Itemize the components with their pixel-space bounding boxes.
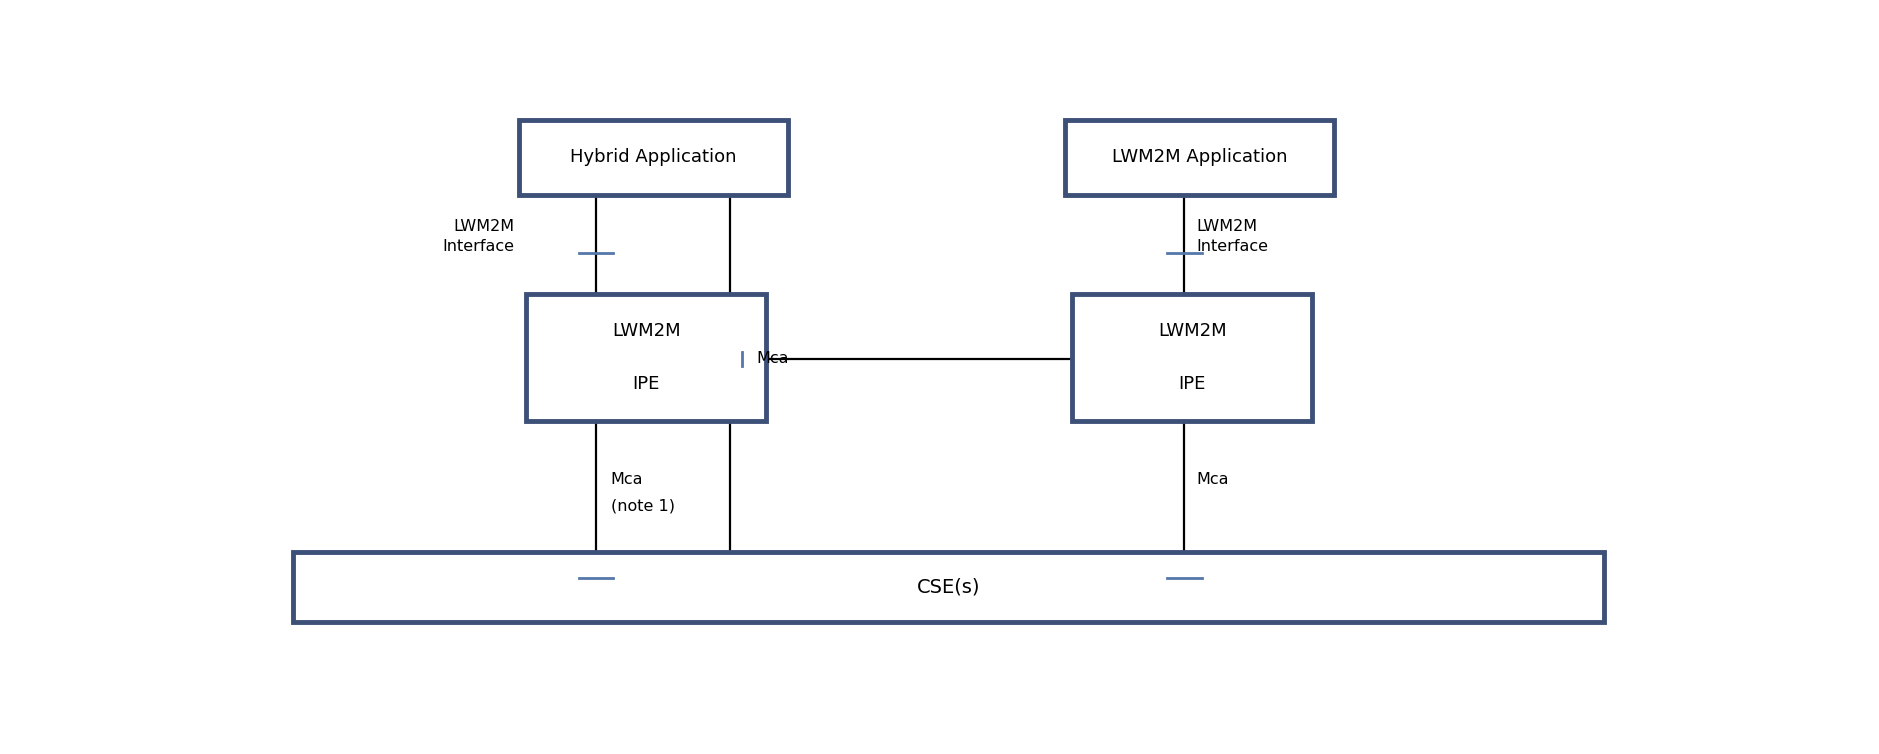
Text: (note 1): (note 1) [611, 498, 675, 513]
Text: CSE(s): CSE(s) [917, 578, 981, 596]
Bar [1073, 294, 1312, 421]
Text: LWM2M
Interface: LWM2M Interface [442, 219, 515, 254]
Bar [519, 120, 789, 195]
Bar [1065, 120, 1334, 195]
Text: LWM2M

IPE: LWM2M IPE [613, 322, 680, 393]
Text: LWM2M
Interface: LWM2M Interface [1197, 219, 1268, 254]
Text: LWM2M

IPE: LWM2M IPE [1157, 322, 1227, 393]
Bar [293, 552, 1605, 622]
Bar [526, 294, 767, 421]
Text: Mca: Mca [755, 351, 789, 366]
Text: Hybrid Application: Hybrid Application [571, 149, 737, 166]
Text: Mca: Mca [611, 472, 643, 487]
Text: LWM2M Application: LWM2M Application [1112, 149, 1287, 166]
Text: Mca: Mca [1197, 472, 1229, 487]
